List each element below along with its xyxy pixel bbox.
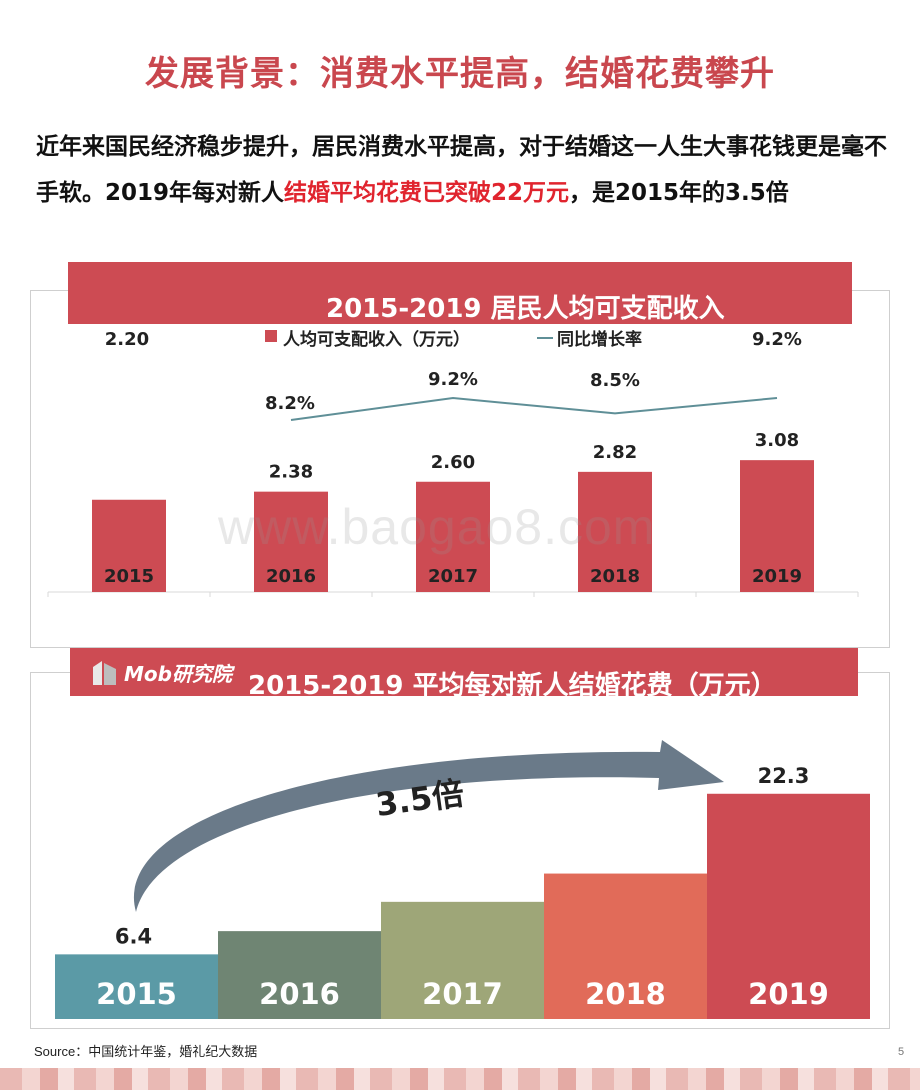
intro-paragraph: 近年来国民经济稳步提升，居民消费水平提高，对于结婚这一人生大事花钱更是毫不手软。… (36, 124, 896, 216)
income-chart-banner: 2015-2019 居民人均可支配收入 (68, 262, 852, 324)
intro-text: 近年来国民经济稳步提升，居民消费水平提高，对于结婚这一人生大事花钱更是毫不手软。… (36, 134, 887, 206)
income-chart-title: 2015-2019 居民人均可支配收入 (326, 294, 725, 324)
wedding-cost-chart-banner: 2015-2019 平均每对新人结婚花费（万元） (70, 648, 858, 701)
mob-logo-text: Mob研究院 (124, 661, 232, 686)
income-chart-panel (30, 290, 890, 648)
wedding-cost-chart-panel (30, 672, 890, 1029)
watermark: www.baogao8.com (218, 499, 656, 555)
page-title: 发展背景：消费水平提高，结婚花费攀升 (145, 54, 775, 94)
page-number: 5 (898, 1046, 905, 1058)
mob-logo: Mob研究院 (90, 655, 232, 689)
footer-stripe (0, 1068, 920, 1090)
intro-text-end: ，是2015年的3.5倍 (569, 180, 789, 206)
mob-logo-icon (93, 661, 116, 685)
source-note: Source：中国统计年鉴，婚礼纪大数据 (34, 1044, 258, 1059)
wedding-cost-chart-title: 2015-2019 平均每对新人结婚花费（万元） (248, 671, 777, 701)
intro-highlight: 结婚平均花费已突破22万元 (284, 180, 570, 206)
